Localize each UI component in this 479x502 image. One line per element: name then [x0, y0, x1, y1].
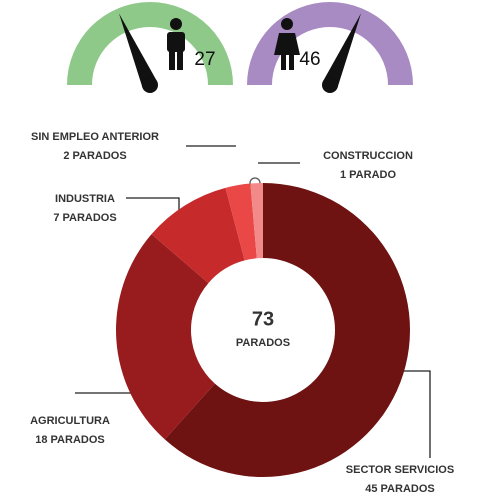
slice-name: SIN EMPLEO ANTERIOR — [31, 131, 159, 143]
donut-slice — [225, 183, 257, 261]
slice-value: 18 PARADOS — [35, 434, 104, 446]
donut-slice — [164, 183, 411, 477]
slice-name: CONSTRUCCION — [323, 150, 413, 162]
donut-slice — [151, 187, 245, 284]
slice-value: 45 PARADOS — [365, 483, 434, 495]
donut-slice — [115, 234, 215, 440]
gauge-value: 27 — [194, 49, 215, 70]
slice-value: 7 PARADOS — [53, 212, 116, 224]
slice-value: 1 PARADO — [340, 169, 396, 181]
gauge-hub — [142, 77, 158, 93]
gauge-hub — [322, 77, 338, 93]
slice-name: INDUSTRIA — [55, 193, 115, 205]
slice-name: SECTOR SERVICIOS — [346, 464, 454, 476]
female-icon — [274, 18, 300, 70]
donut-total-label: PARADOS — [236, 337, 290, 349]
gauge-needle — [322, 13, 362, 89]
gauge-band — [67, 2, 233, 85]
male-icon — [167, 18, 185, 70]
slice-name: AGRICULTURA — [30, 415, 110, 427]
donut-slice — [250, 183, 263, 259]
donut-total: 73 — [252, 308, 274, 330]
labels: 27 46 SECTOR SERVICIOS 45 PARADOS AGRICULTUR… — [30, 13, 454, 495]
slice-value: 2 PARADOS — [63, 150, 126, 162]
gauge-value: 46 — [299, 49, 320, 70]
gauge-needle — [118, 13, 158, 89]
